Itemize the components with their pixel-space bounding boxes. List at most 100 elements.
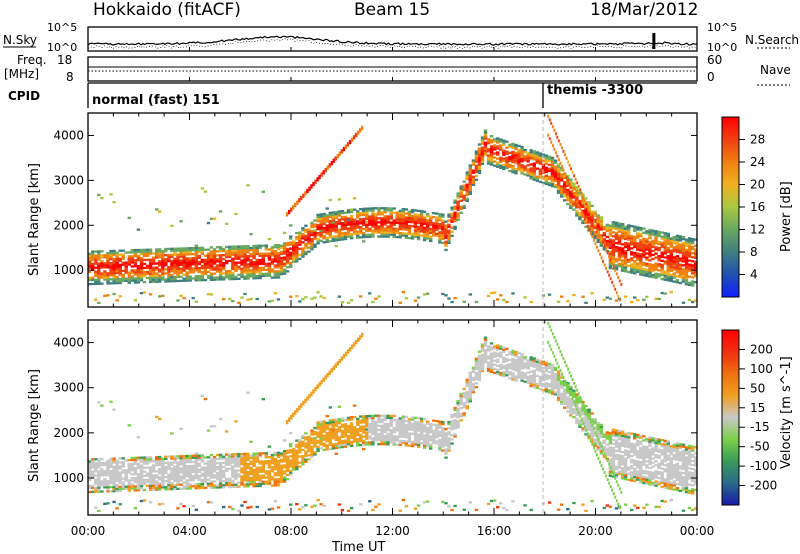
- velocity-cell: [438, 424, 442, 427]
- velocity-cell: [127, 483, 131, 486]
- power-cell: [407, 226, 412, 230]
- velocity-cell: [106, 465, 110, 469]
- velocity-cell: [438, 422, 442, 425]
- velocity-cell: [441, 429, 445, 432]
- power-heatmap: [88, 114, 697, 305]
- velocity-cell: [486, 349, 491, 352]
- cpid-panel: CPID normal (fast) 151 themis -3300: [8, 82, 697, 108]
- velocity-cell: [109, 465, 113, 468]
- power-cell: [584, 219, 588, 222]
- power-cell: [380, 221, 384, 224]
- power-cell: [438, 213, 442, 216]
- power-cell: [261, 262, 265, 265]
- power-cell: [401, 220, 405, 223]
- power-cell: [334, 225, 338, 228]
- power-cell: [557, 139, 560, 143]
- power-cell: [645, 248, 649, 251]
- power-cell: [569, 198, 573, 201]
- power-cell: [133, 281, 138, 284]
- velocity-cell: [234, 457, 238, 460]
- power-cell: [465, 173, 469, 176]
- power-cell: [383, 231, 387, 234]
- velocity-cell: [407, 420, 412, 423]
- power-cb-tick-2: 20: [750, 178, 765, 192]
- velocity-cell: [365, 423, 369, 426]
- power-cell: [118, 295, 122, 298]
- velocity-cell: [371, 422, 375, 426]
- power-cell: [173, 269, 177, 273]
- power-cell: [672, 238, 676, 241]
- power-cell: [356, 234, 360, 237]
- power-cell: [365, 215, 369, 218]
- velocity-cell: [139, 482, 144, 486]
- power-cell: [599, 252, 601, 256]
- power-cell: [185, 267, 189, 270]
- velocity-cell: [145, 462, 150, 465]
- power-cell: [310, 233, 314, 237]
- velocity-cell: [337, 428, 342, 431]
- power-cell: [276, 254, 281, 257]
- velocity-cell: [215, 457, 220, 461]
- velocity-cell: [170, 463, 174, 466]
- power-cell: [572, 202, 576, 205]
- velocity-cell: [517, 368, 521, 371]
- power-cell: [447, 235, 451, 238]
- power-cell: [410, 215, 415, 218]
- power-cell: [91, 262, 95, 265]
- velocity-cell: [94, 506, 98, 509]
- power-cell: [505, 150, 509, 153]
- velocity-cell: [368, 416, 372, 420]
- power-cell: [173, 259, 177, 262]
- velocity-cell: [106, 461, 110, 465]
- velocity-cell: [112, 459, 116, 462]
- velocity-cell: [261, 474, 265, 477]
- velocity-cell: [511, 351, 515, 355]
- power-cell: [633, 253, 637, 257]
- power-cell: [505, 156, 509, 159]
- velocity-cell: [477, 358, 482, 361]
- power-cell: [520, 170, 524, 173]
- velocity-cell: [377, 424, 381, 427]
- power-cell: [550, 160, 555, 163]
- power-cell: [669, 241, 673, 244]
- power-cell: [127, 277, 131, 280]
- power-cell: [614, 221, 619, 224]
- power-ytick-2000: 2000: [53, 218, 84, 232]
- power-cell: [258, 272, 262, 276]
- velocity-cell: [356, 442, 360, 445]
- power-cell: [569, 204, 573, 207]
- velocity-cell: [556, 508, 561, 511]
- power-cell: [234, 245, 238, 248]
- velocity-cell: [547, 391, 552, 394]
- velocity-cell: [133, 470, 138, 474]
- power-cell: [611, 235, 616, 238]
- power-cell: [371, 235, 375, 238]
- power-cell: [395, 213, 399, 216]
- velocity-cell: [456, 401, 460, 405]
- velocity-cell: [289, 431, 293, 435]
- power-cell: [588, 228, 591, 232]
- velocity-cell: [292, 458, 296, 461]
- velocity-cell: [429, 435, 433, 438]
- power-cell: [413, 225, 418, 228]
- power-cell: [663, 248, 667, 251]
- velocity-cell: [352, 430, 357, 433]
- power-cell: [669, 275, 673, 279]
- power-cell: [560, 189, 564, 192]
- velocity-cell: [295, 461, 299, 465]
- power-cell: [377, 217, 381, 220]
- velocity-cell: [240, 463, 244, 466]
- power-cell: [584, 301, 588, 304]
- velocity-cell: [276, 461, 281, 465]
- power-cell: [493, 140, 497, 143]
- power-cell: [462, 188, 466, 191]
- velocity-cell: [203, 472, 208, 475]
- power-cell: [331, 223, 335, 226]
- velocity-cell: [194, 464, 198, 467]
- velocity-cell: [349, 418, 354, 421]
- power-cell: [471, 161, 476, 164]
- power-cell: [282, 246, 287, 249]
- power-cell: [593, 218, 597, 221]
- velocity-cell: [273, 478, 278, 481]
- velocity-cell: [289, 459, 293, 462]
